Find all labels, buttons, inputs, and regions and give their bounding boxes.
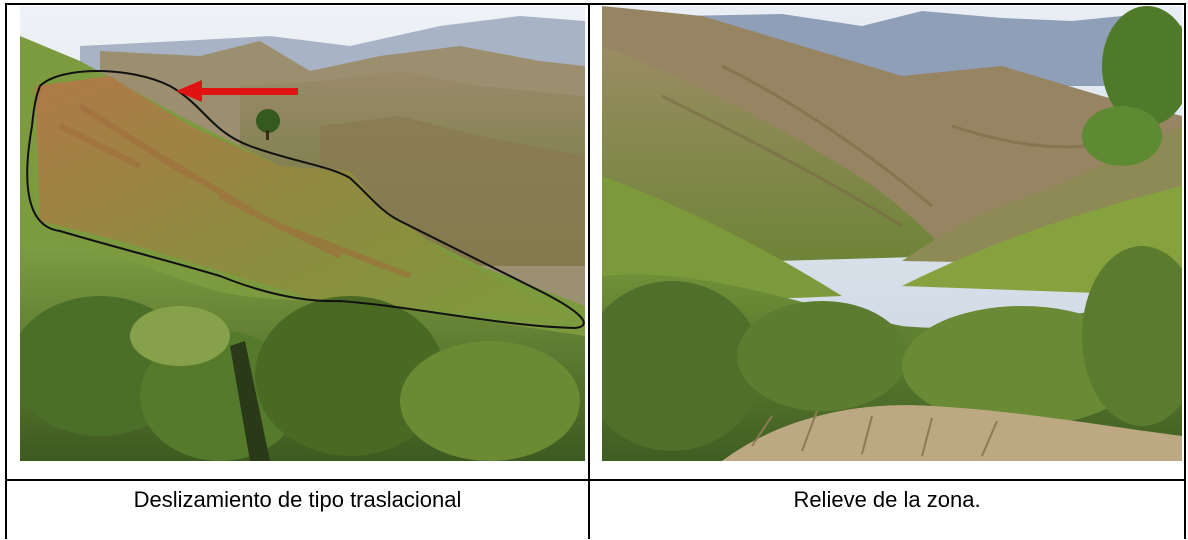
table-border-right bbox=[1184, 3, 1186, 539]
direction-arrow bbox=[176, 80, 298, 102]
relief-photo bbox=[602, 6, 1182, 461]
table-row-divider bbox=[5, 479, 1186, 481]
landslide-caption: Deslizamiento de tipo traslacional bbox=[133, 487, 462, 512]
landslide-photo bbox=[20, 6, 585, 461]
table-column-divider bbox=[588, 3, 590, 539]
landslide-photo-drawing bbox=[20, 6, 585, 461]
table-border-left bbox=[5, 3, 7, 539]
relief-caption: Relieve de la zona. bbox=[793, 487, 981, 512]
figure-table: Deslizamiento de tipo traslacional Relie… bbox=[5, 3, 1186, 539]
relief-photo-drawing bbox=[602, 6, 1182, 461]
table-border-top bbox=[5, 3, 1186, 5]
landslide-outline bbox=[26, 70, 585, 330]
